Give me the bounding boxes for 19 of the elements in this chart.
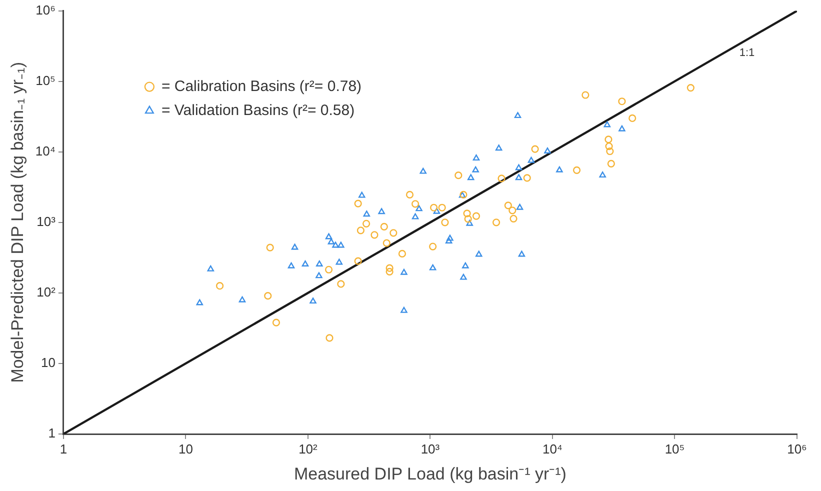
y-tick-label: 1: [48, 426, 56, 441]
y-tick-label: 10³: [36, 214, 56, 229]
x-axis-title: Measured DIP Load (kg basin⁻¹ yr⁻¹): [294, 464, 566, 484]
x-tick-label: 10: [178, 441, 193, 456]
x-tick-label: 10⁵: [664, 441, 685, 456]
legend-label: = Validation Basins (r²= 0.58): [161, 102, 355, 119]
legend-label: = Calibration Basins (r²= 0.78): [161, 78, 362, 95]
y-tick-label: 10: [40, 355, 56, 370]
y-tick-label: 10⁴: [35, 143, 56, 158]
x-tick-label: 10⁴: [542, 441, 563, 456]
y-tick-label: 10⁶: [36, 2, 56, 18]
x-tick-label: 1: [60, 441, 68, 456]
x-tick-label: 10⁶: [787, 441, 807, 456]
series-label: 1:1: [739, 46, 755, 59]
y-tick-label: 10²: [36, 284, 56, 300]
y-axis-title: Model-Predicted DIP Load (kg basin₋₁ yr₋₁): [8, 62, 27, 383]
x-tick-label: 10³: [420, 441, 440, 456]
y-tick-label: 10⁵: [36, 72, 56, 88]
x-tick-label: 10²: [298, 441, 318, 456]
